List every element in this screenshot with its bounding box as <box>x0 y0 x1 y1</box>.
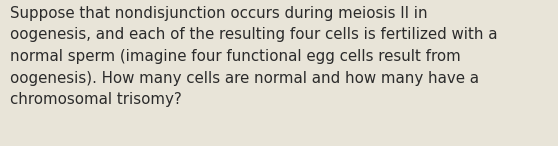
Text: Suppose that nondisjunction occurs during meiosis II in
oogenesis, and each of t: Suppose that nondisjunction occurs durin… <box>10 6 498 107</box>
